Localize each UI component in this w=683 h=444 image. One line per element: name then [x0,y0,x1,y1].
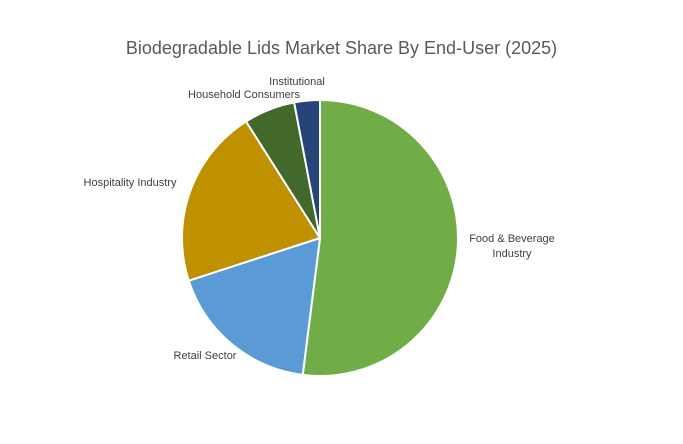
pie-slice-retail-sector [187,236,322,377]
chart-title: Biodegradable Lids Market Share By End-U… [125,38,558,58]
slice-label-retail-sector: Retail Sector [174,350,237,362]
slice-label-household-consumers: Household Consumers [188,89,300,101]
slice-label-food-beverage-industry: Food & Beverage Industry [469,233,555,260]
pie-slice-food-beverage-industry [301,98,459,377]
slice-label-hospitality-industry: Hospitality Industry [84,177,177,189]
pie-slice-hospitality-industry [181,120,322,282]
pie-slice-institutional [292,98,321,239]
slice-label-institutional: Institutional [269,76,325,88]
